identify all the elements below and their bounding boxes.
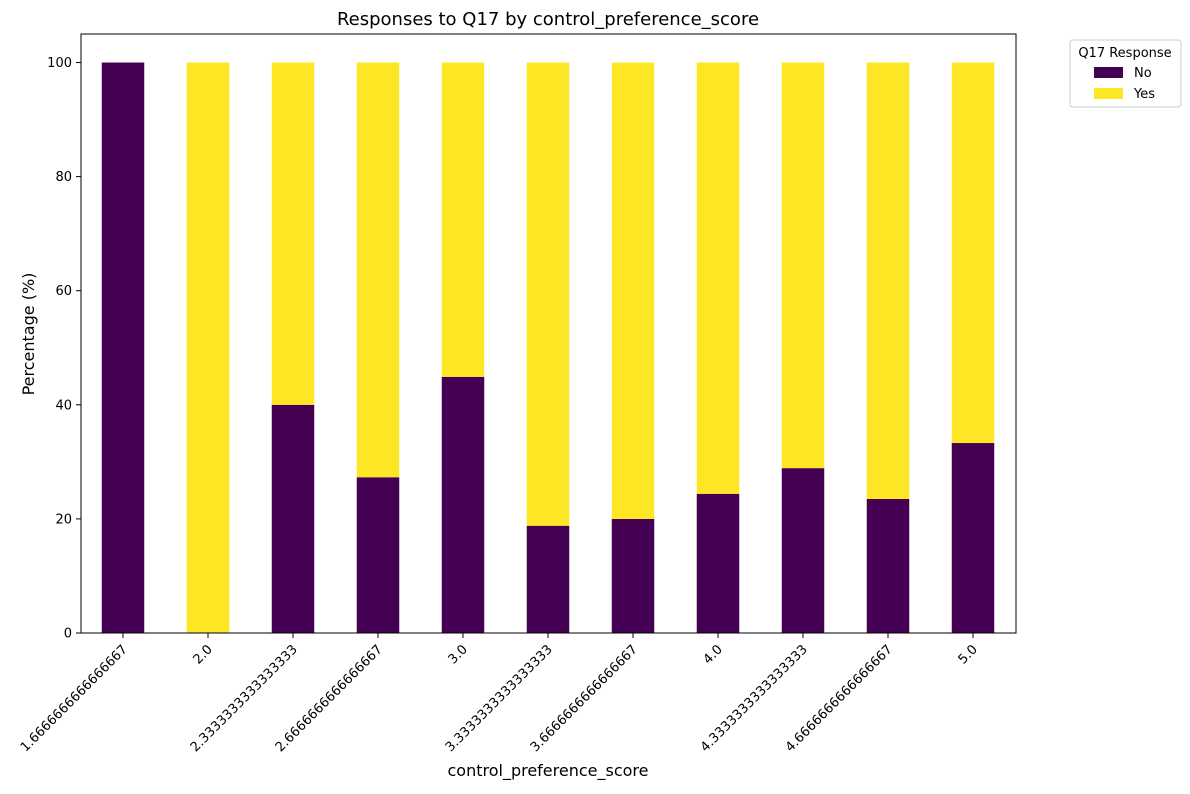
y-tick-label: 0 [64, 627, 72, 642]
bar-yes-6 [611, 62, 655, 519]
y-tick-label: 100 [47, 56, 72, 71]
bar-no-0 [101, 62, 145, 634]
bar-no-5 [526, 525, 570, 633]
chart-title: Responses to Q17 by control_preference_s… [337, 9, 759, 30]
legend-swatch-yes [1094, 88, 1123, 99]
bar-no-3 [356, 477, 400, 633]
bar-yes-8 [781, 62, 825, 469]
bar-yes-1 [186, 62, 230, 634]
y-axis-label: Percentage (%) [19, 273, 38, 396]
x-tick-label: 5.0 [956, 642, 981, 667]
bar-yes-9 [866, 62, 910, 499]
bar-yes-4 [441, 62, 485, 377]
bar-yes-5 [526, 62, 570, 526]
legend-label-no: No [1134, 66, 1152, 81]
bar-yes-3 [356, 62, 400, 478]
plot-frame [80, 33, 1017, 634]
x-axis-label: control_preference_score [447, 761, 648, 781]
x-tick-label: 4.0 [701, 642, 726, 667]
bar-no-9 [866, 498, 910, 633]
bar-no-8 [781, 468, 825, 633]
bar-yes-2 [271, 62, 315, 405]
bars-layer [101, 62, 995, 634]
y-tick-label: 60 [55, 284, 72, 299]
y-axis: 0 20 40 60 80 100 [47, 56, 81, 642]
y-tick-label: 40 [55, 398, 72, 413]
y-tick-label: 80 [55, 170, 72, 185]
bar-no-4 [441, 376, 485, 633]
legend-swatch-no [1094, 67, 1123, 78]
x-tick-label: 3.0 [446, 642, 471, 667]
legend: Q17 Response No Yes [1069, 39, 1182, 108]
x-axis: 1.6666666666666667 2.02.33333333333333332… [18, 633, 981, 755]
bar-no-10 [951, 443, 995, 633]
legend-title: Q17 Response [1078, 46, 1171, 61]
bar-yes-7 [696, 62, 740, 494]
bar-no-7 [696, 493, 740, 633]
bar-no-2 [271, 404, 315, 633]
legend-label-yes: Yes [1133, 87, 1155, 102]
y-tick-label: 20 [55, 512, 72, 527]
x-tick-label: 2.0 [191, 642, 216, 667]
bar-yes-10 [951, 62, 995, 444]
x-tick-label: 1.6666666666666667 [18, 642, 131, 755]
bar-no-6 [611, 518, 655, 633]
